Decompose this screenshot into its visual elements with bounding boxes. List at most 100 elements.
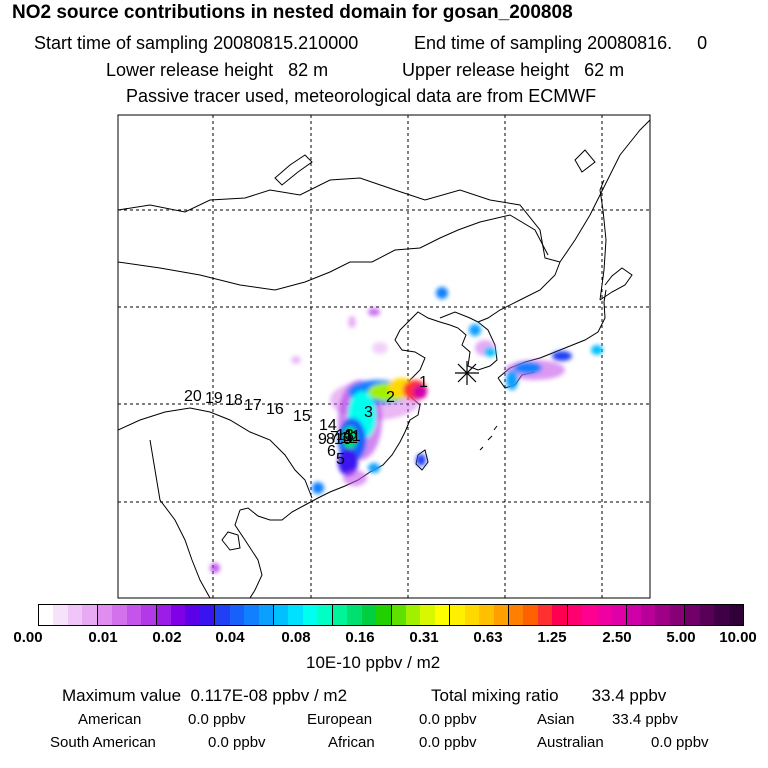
colorbar-swatch	[96, 605, 113, 625]
end-time: End time of sampling 20080816. 0	[414, 33, 708, 53]
colorbar-tick: 0.04	[215, 629, 245, 646]
colorbar-tick: 0.31	[409, 629, 439, 646]
colorbar-swatch	[229, 605, 245, 625]
colorbar-swatch	[141, 605, 156, 625]
colorbar-swatch	[699, 605, 715, 625]
region-name: South American	[50, 734, 156, 751]
track-label: 13	[336, 427, 354, 444]
track-label: 18	[225, 392, 243, 409]
colorbar-unit: 10E-10 ppbv / m2	[306, 653, 441, 672]
plume-field	[210, 287, 603, 573]
colorbar-tick: 0.02	[152, 629, 182, 646]
colorbar-swatch	[728, 605, 743, 625]
colorbar-swatch	[449, 605, 465, 625]
track-label: 17	[244, 397, 262, 414]
colorbar-swatch	[126, 605, 142, 625]
region-name: American	[78, 711, 142, 728]
colorbar-swatch	[376, 605, 391, 625]
track-label: 10	[334, 431, 352, 448]
region-name: African	[328, 734, 375, 751]
track-label: 6	[327, 443, 336, 460]
colorbar-tick: 1.25	[537, 629, 567, 646]
track-label: 12	[340, 430, 358, 447]
colorbar-tick: 5.00	[666, 629, 696, 646]
track-label: 7	[330, 429, 339, 446]
colorbar-tick: 0.08	[281, 629, 311, 646]
colorbar-swatch	[390, 605, 406, 625]
start-time: Start time of sampling 20080815.210000	[34, 33, 359, 53]
colorbar-swatch	[199, 605, 215, 625]
colorbar-swatch	[82, 605, 97, 625]
colorbar-swatch	[214, 605, 230, 625]
map-frame	[117, 114, 651, 599]
colorbar-swatch	[347, 605, 362, 625]
colorbar-swatch	[302, 605, 318, 625]
track-label: 4	[343, 427, 352, 444]
colorbar-swatch	[523, 605, 538, 625]
colorbar-swatch	[317, 605, 332, 625]
colorbar-swatch	[552, 605, 567, 625]
track-label: 19	[205, 390, 223, 407]
colorbar-swatch	[258, 605, 273, 625]
colorbar-swatch	[331, 605, 348, 625]
colorbar-swatch	[684, 605, 700, 625]
plot-title: NO2 source contributions in nested domai…	[12, 2, 573, 23]
colorbar-swatch	[112, 605, 127, 625]
colorbar-swatch	[273, 605, 289, 625]
track-label: 9	[318, 431, 327, 448]
colorbar-swatch	[155, 605, 171, 625]
colorbar-swatch	[508, 605, 524, 625]
colorbar-tick: 0.16	[345, 629, 375, 646]
track-label: 16	[266, 401, 284, 418]
colorbar-swatch	[434, 605, 450, 625]
region-name: Australian	[537, 734, 604, 751]
max-value: Maximum value 0.117E-08 ppbv / m2	[62, 686, 348, 705]
upper-release-height: Upper release height 62 m	[402, 60, 625, 80]
receptor-star	[455, 361, 479, 385]
track-label: 8	[326, 431, 335, 448]
trajectory-labels: 20 19 18 17 16 15 14 13 12 11 10 9 8 7 6…	[184, 374, 428, 468]
colorbar-swatch	[669, 605, 685, 625]
colorbar-swatch	[493, 605, 508, 625]
region-name: Asian	[537, 711, 575, 728]
colorbar-swatch	[288, 605, 303, 625]
colorbar-swatch	[405, 605, 421, 625]
colorbar-swatch	[244, 605, 259, 625]
track-label: 2	[386, 389, 395, 406]
colorbar-swatch	[185, 605, 200, 625]
track-label: 3	[364, 404, 373, 421]
colorbar-tick: 2.50	[602, 629, 632, 646]
region-value: 0.0 ppbv	[208, 734, 266, 751]
track-label: 11	[344, 428, 361, 445]
colorbar-swatch	[537, 605, 553, 625]
region-value: 0.0 ppbv	[188, 711, 246, 728]
colorbar-tick: 0.63	[473, 629, 503, 646]
colorbar-swatch	[464, 605, 480, 625]
colorbar-swatch	[170, 605, 186, 625]
colorbar-swatch	[640, 605, 656, 625]
track-label: 14	[319, 417, 337, 434]
colorbar-swatch	[582, 605, 597, 625]
track-label: 5	[336, 451, 345, 468]
colorbar-swatch	[479, 605, 494, 625]
colorbar-tick: 10.00	[719, 629, 757, 646]
colorbar-swatch	[420, 605, 435, 625]
colorbar-swatch	[566, 605, 583, 625]
colorbar-swatch	[39, 605, 54, 625]
region-value: 0.0 ppbv	[419, 734, 477, 751]
region-value: 0.0 ppbv	[419, 711, 477, 728]
colorbar-swatch	[596, 605, 612, 625]
region-value: 33.4 ppbv	[612, 711, 678, 728]
track-label: 20	[184, 388, 202, 405]
total-mixing-ratio: Total mixing ratio 33.4 ppbv	[431, 686, 667, 705]
tracer-note: Passive tracer used, meteorological data…	[126, 86, 597, 106]
track-label: 15	[293, 408, 311, 425]
colorbar-tick: 0.00	[13, 629, 43, 646]
colorbar-swatch	[714, 605, 729, 625]
colorbar-swatch	[67, 605, 83, 625]
lower-release-height: Lower release height 82 m	[106, 60, 329, 80]
colorbar-swatch	[53, 605, 68, 625]
colorbar-swatch	[361, 605, 377, 625]
colorbar	[38, 604, 744, 626]
